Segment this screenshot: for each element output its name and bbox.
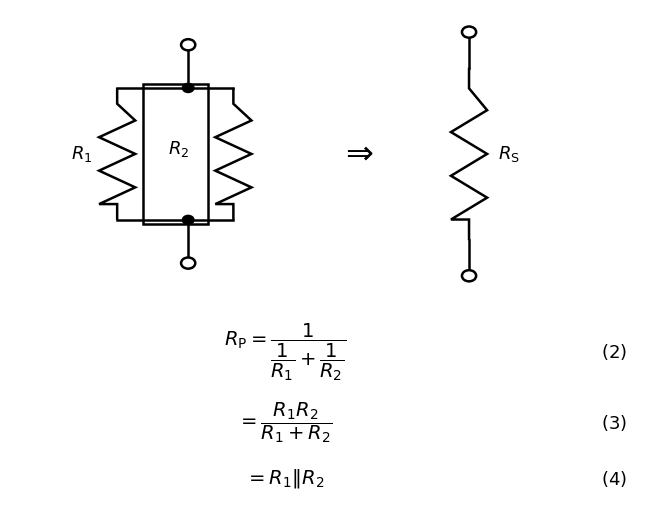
Circle shape (182, 215, 194, 224)
Text: $R_\mathrm{P} = \dfrac{1}{\dfrac{1}{R_1} + \dfrac{1}{R_2}}$: $R_\mathrm{P} = \dfrac{1}{\dfrac{1}{R_1}… (224, 321, 347, 383)
Text: $R_1$: $R_1$ (71, 144, 92, 164)
Text: $(2)$: $(2)$ (601, 342, 627, 362)
Text: $R_\mathrm{S}$: $R_\mathrm{S}$ (498, 144, 520, 164)
Circle shape (182, 84, 194, 92)
Text: $= R_1 \| R_2$: $= R_1 \| R_2$ (245, 467, 324, 490)
Circle shape (181, 257, 196, 269)
Bar (143, 84, 207, 224)
Circle shape (181, 39, 196, 51)
Text: $(3)$: $(3)$ (601, 413, 627, 433)
Circle shape (462, 26, 476, 38)
Circle shape (462, 270, 476, 281)
Text: $(4)$: $(4)$ (601, 469, 627, 489)
Text: $R_2$: $R_2$ (168, 139, 189, 159)
Text: $\Rightarrow$: $\Rightarrow$ (339, 138, 373, 170)
Text: $= \dfrac{R_1 R_2}{R_1 + R_2}$: $= \dfrac{R_1 R_2}{R_1 + R_2}$ (237, 400, 333, 445)
